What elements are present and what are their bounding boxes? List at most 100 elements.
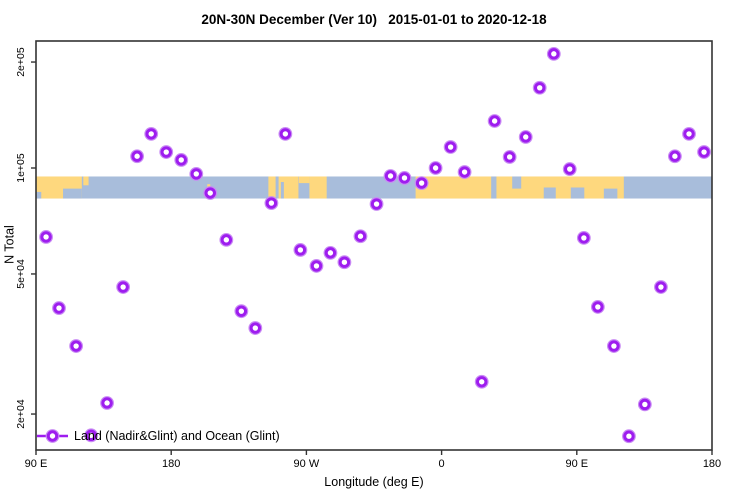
data-point bbox=[623, 430, 635, 442]
data-point bbox=[40, 231, 52, 243]
data-point-halo bbox=[443, 140, 458, 154]
data-point-halo bbox=[697, 145, 711, 159]
y-tick-label: 5e+04 bbox=[15, 259, 27, 289]
legend-marker-icon bbox=[46, 430, 59, 442]
map-band-ocean-notch bbox=[275, 176, 279, 199]
data-point-halo bbox=[39, 230, 53, 244]
data-point-halo bbox=[457, 165, 472, 179]
data-point bbox=[398, 172, 411, 184]
data-point bbox=[265, 197, 278, 209]
data-point-halo bbox=[234, 304, 249, 319]
data-point-halo bbox=[622, 429, 636, 444]
data-point bbox=[324, 247, 337, 259]
map-band-ocean-notch bbox=[570, 187, 585, 199]
data-point bbox=[384, 170, 397, 182]
x-tick-label: 0 bbox=[439, 458, 445, 470]
map-band-ocean-notch bbox=[491, 176, 497, 199]
x-tick-label: 90 W bbox=[294, 458, 320, 470]
data-point-halo bbox=[562, 162, 577, 176]
data-point bbox=[338, 256, 351, 268]
data-point-halo bbox=[546, 46, 561, 61]
map-band-ocean-notch bbox=[280, 181, 284, 199]
data-point bbox=[488, 115, 501, 127]
data-point-halo bbox=[637, 397, 652, 412]
data-point bbox=[220, 234, 233, 246]
data-point-halo bbox=[397, 171, 412, 185]
data-point bbox=[639, 398, 651, 411]
data-point bbox=[190, 168, 202, 180]
data-point-halo bbox=[590, 300, 605, 314]
x-tick-label: 180 bbox=[703, 458, 721, 470]
data-point bbox=[503, 151, 516, 163]
data-point bbox=[476, 376, 488, 388]
y-axis-title: N Total bbox=[2, 225, 17, 264]
data-point-halo bbox=[667, 149, 682, 164]
data-point-halo bbox=[293, 243, 308, 257]
data-point-halo bbox=[414, 176, 429, 190]
data-point bbox=[578, 232, 590, 244]
data-point-halo bbox=[474, 374, 489, 389]
data-point-halo bbox=[518, 130, 533, 144]
data-point bbox=[204, 187, 216, 199]
data-point bbox=[294, 244, 307, 256]
data-point-halo bbox=[130, 149, 144, 164]
data-point bbox=[53, 302, 65, 314]
data-point bbox=[145, 128, 157, 140]
data-point-halo bbox=[84, 428, 99, 443]
data-point-halo bbox=[278, 126, 293, 141]
map-band-ocean-notch bbox=[63, 188, 82, 199]
data-point-halo bbox=[502, 150, 517, 164]
data-point-halo bbox=[100, 396, 114, 410]
data-point bbox=[533, 82, 546, 94]
data-point bbox=[370, 198, 383, 210]
data-point bbox=[429, 162, 442, 174]
legend-label: Land (Nadir&Glint) and Ocean (Glint) bbox=[74, 429, 280, 443]
data-point-halo bbox=[174, 153, 189, 167]
data-point-halo bbox=[532, 80, 547, 95]
data-point-halo bbox=[309, 259, 324, 273]
data-point bbox=[249, 322, 262, 334]
chart-title: 20N-30N December (Ver 10) 2015-01-01 to … bbox=[201, 12, 547, 27]
data-point-halo bbox=[248, 321, 263, 335]
y-tick-label: 2e+05 bbox=[15, 47, 27, 77]
data-point bbox=[608, 340, 620, 352]
map-band-land-speck bbox=[83, 176, 89, 186]
map-band-land bbox=[309, 176, 327, 199]
plot-border bbox=[35, 40, 713, 451]
x-tick-label: 180 bbox=[162, 458, 180, 470]
x-axis-title: Longitude (deg E) bbox=[324, 475, 424, 489]
data-point-halo bbox=[487, 114, 502, 128]
data-point bbox=[279, 128, 292, 140]
data-point-halo bbox=[159, 145, 174, 159]
x-tick-label: 90 E bbox=[25, 458, 48, 470]
data-point-halo bbox=[654, 280, 668, 294]
data-point-halo bbox=[69, 339, 84, 353]
map-band-ocean-notch bbox=[603, 188, 618, 199]
data-point bbox=[70, 340, 82, 352]
data-point bbox=[131, 150, 143, 162]
map-band-ocean-notch bbox=[512, 176, 522, 189]
data-point-halo bbox=[52, 301, 66, 315]
y-tick-label: 2e+04 bbox=[15, 399, 27, 429]
data-point bbox=[655, 281, 667, 293]
data-point-halo bbox=[264, 196, 279, 210]
data-point bbox=[175, 154, 187, 166]
data-point-halo bbox=[203, 186, 218, 200]
data-point-halo bbox=[369, 197, 384, 211]
data-point bbox=[235, 305, 248, 317]
data-point-halo bbox=[144, 126, 159, 141]
data-point bbox=[548, 48, 560, 60]
data-point bbox=[564, 163, 576, 175]
y-tick-label: 1e+05 bbox=[15, 153, 27, 183]
data-point-halo bbox=[607, 339, 621, 353]
data-point bbox=[85, 429, 97, 442]
map-band-land-speck bbox=[298, 176, 310, 184]
data-point-halo bbox=[576, 231, 591, 245]
data-point bbox=[354, 230, 367, 242]
data-point bbox=[592, 301, 604, 313]
data-point bbox=[101, 397, 113, 409]
data-point bbox=[458, 166, 471, 178]
data-point bbox=[669, 150, 681, 162]
